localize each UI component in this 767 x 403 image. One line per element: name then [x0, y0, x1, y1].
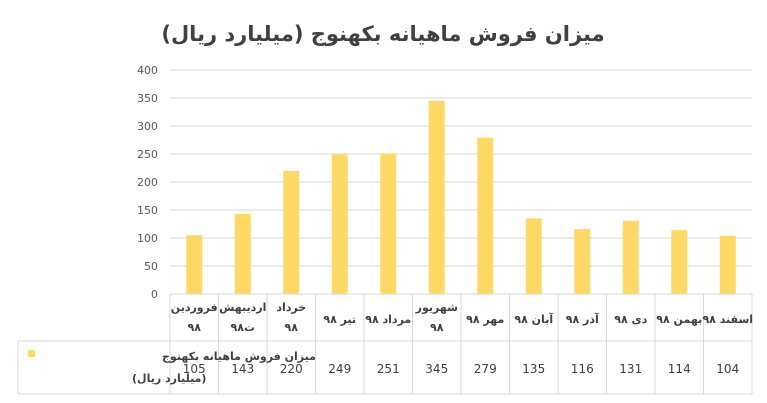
data-value: 114 — [668, 362, 691, 376]
data-value: 104 — [716, 362, 739, 376]
bar — [186, 235, 203, 294]
category-label: اردیبهش — [219, 301, 266, 314]
data-value: 345 — [425, 362, 448, 376]
category-label: آذر ۹۸ — [566, 312, 599, 326]
y-tick-label: 50 — [144, 260, 158, 273]
gridlines — [170, 69, 752, 295]
category-label: مرداد ۹۸ — [365, 313, 411, 326]
data-value: 249 — [328, 362, 351, 376]
bar — [283, 170, 300, 294]
category-label: خرداد — [276, 301, 306, 314]
data-value: 135 — [522, 362, 545, 376]
y-axis: 0 50 100 150 200 250 300 350 400 — [137, 64, 158, 301]
y-tick-label: 0 — [151, 288, 158, 301]
category-label: ۹۸ — [188, 321, 202, 334]
bar — [719, 235, 736, 294]
data-value: 116 — [571, 362, 594, 376]
bar — [380, 153, 397, 294]
legend-swatch — [28, 350, 35, 357]
category-label: شهریور — [415, 301, 458, 314]
data-value: 279 — [474, 362, 497, 376]
bars — [186, 100, 736, 294]
bar — [428, 100, 445, 294]
category-label: ۹۸ — [430, 321, 444, 334]
category-label: بهمن ۹۸ — [656, 313, 702, 326]
data-value: 220 — [280, 362, 303, 376]
data-value: 251 — [377, 362, 400, 376]
legend-label: (میلیارد ریال) — [132, 372, 206, 385]
y-tick-label: 250 — [137, 148, 158, 161]
y-tick-label: 100 — [137, 232, 158, 245]
legend-label: میزان فروش ماهیانه بکهنوج — [162, 350, 316, 364]
category-label: تیر ۹۸ — [323, 313, 356, 326]
bar — [574, 229, 591, 294]
bar — [331, 154, 348, 294]
category-label: آبان ۹۸ — [514, 312, 553, 326]
data-table: فروردین ۹۸ اردیبهش ت۹۸ خرداد ۹۸ تیر ۹۸ مرداد ۹۸… — [17, 293, 753, 395]
data-value: 143 — [231, 362, 254, 376]
y-tick-label: 150 — [137, 204, 158, 217]
y-tick-label: 200 — [137, 176, 158, 189]
y-tick-label: 350 — [137, 92, 158, 105]
category-label: ۹۸ — [285, 321, 299, 334]
category-label: فروردین — [171, 301, 218, 314]
bar — [234, 213, 251, 294]
bar — [671, 230, 688, 294]
chart-title: میزان فروش ماهیانه بکهنوج (میلیارد ریال) — [161, 22, 604, 47]
category-label: ت۹۸ — [231, 321, 256, 334]
category-label: مهر ۹۸ — [466, 313, 504, 326]
y-tick-label: 300 — [137, 120, 158, 133]
bar — [622, 220, 639, 294]
category-label: اسفند ۹۸ — [702, 313, 753, 326]
y-tick-label: 400 — [137, 64, 158, 77]
bar — [525, 218, 542, 294]
data-value: 131 — [619, 362, 642, 376]
category-label: دی ۹۸ — [614, 313, 647, 326]
bar — [477, 137, 494, 294]
data-value: 105 — [183, 362, 206, 376]
